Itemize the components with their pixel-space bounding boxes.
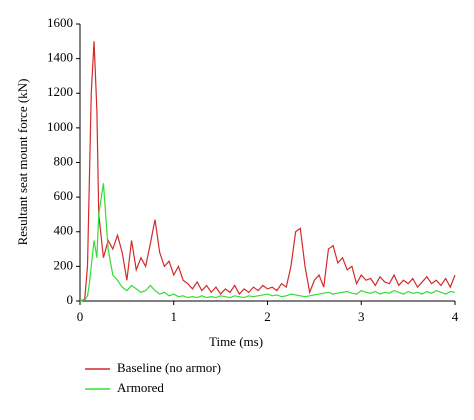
legend-label: Armored (117, 380, 164, 395)
x-tick-label: 1 (171, 309, 178, 324)
y-tick-label: 0 (67, 292, 74, 307)
x-tick-label: 0 (77, 309, 84, 324)
x-tick-label: 3 (358, 309, 365, 324)
y-tick-label: 1000 (47, 119, 73, 134)
x-tick-label: 4 (452, 309, 459, 324)
y-tick-label: 1400 (47, 50, 73, 65)
y-axis-label: Resultant seat mount force (kN) (15, 79, 30, 246)
y-tick-label: 600 (54, 188, 74, 203)
y-tick-label: 800 (54, 153, 74, 168)
y-tick-label: 1600 (47, 15, 73, 30)
y-tick-label: 1200 (47, 84, 73, 99)
data-line (79, 183, 456, 302)
x-axis-label: Time (ms) (209, 334, 263, 349)
x-tick-label: 2 (264, 309, 271, 324)
data-line (79, 41, 456, 302)
y-tick-label: 200 (54, 257, 74, 272)
y-tick-label: 400 (54, 223, 74, 238)
legend-label: Baseline (no armor) (117, 360, 221, 375)
